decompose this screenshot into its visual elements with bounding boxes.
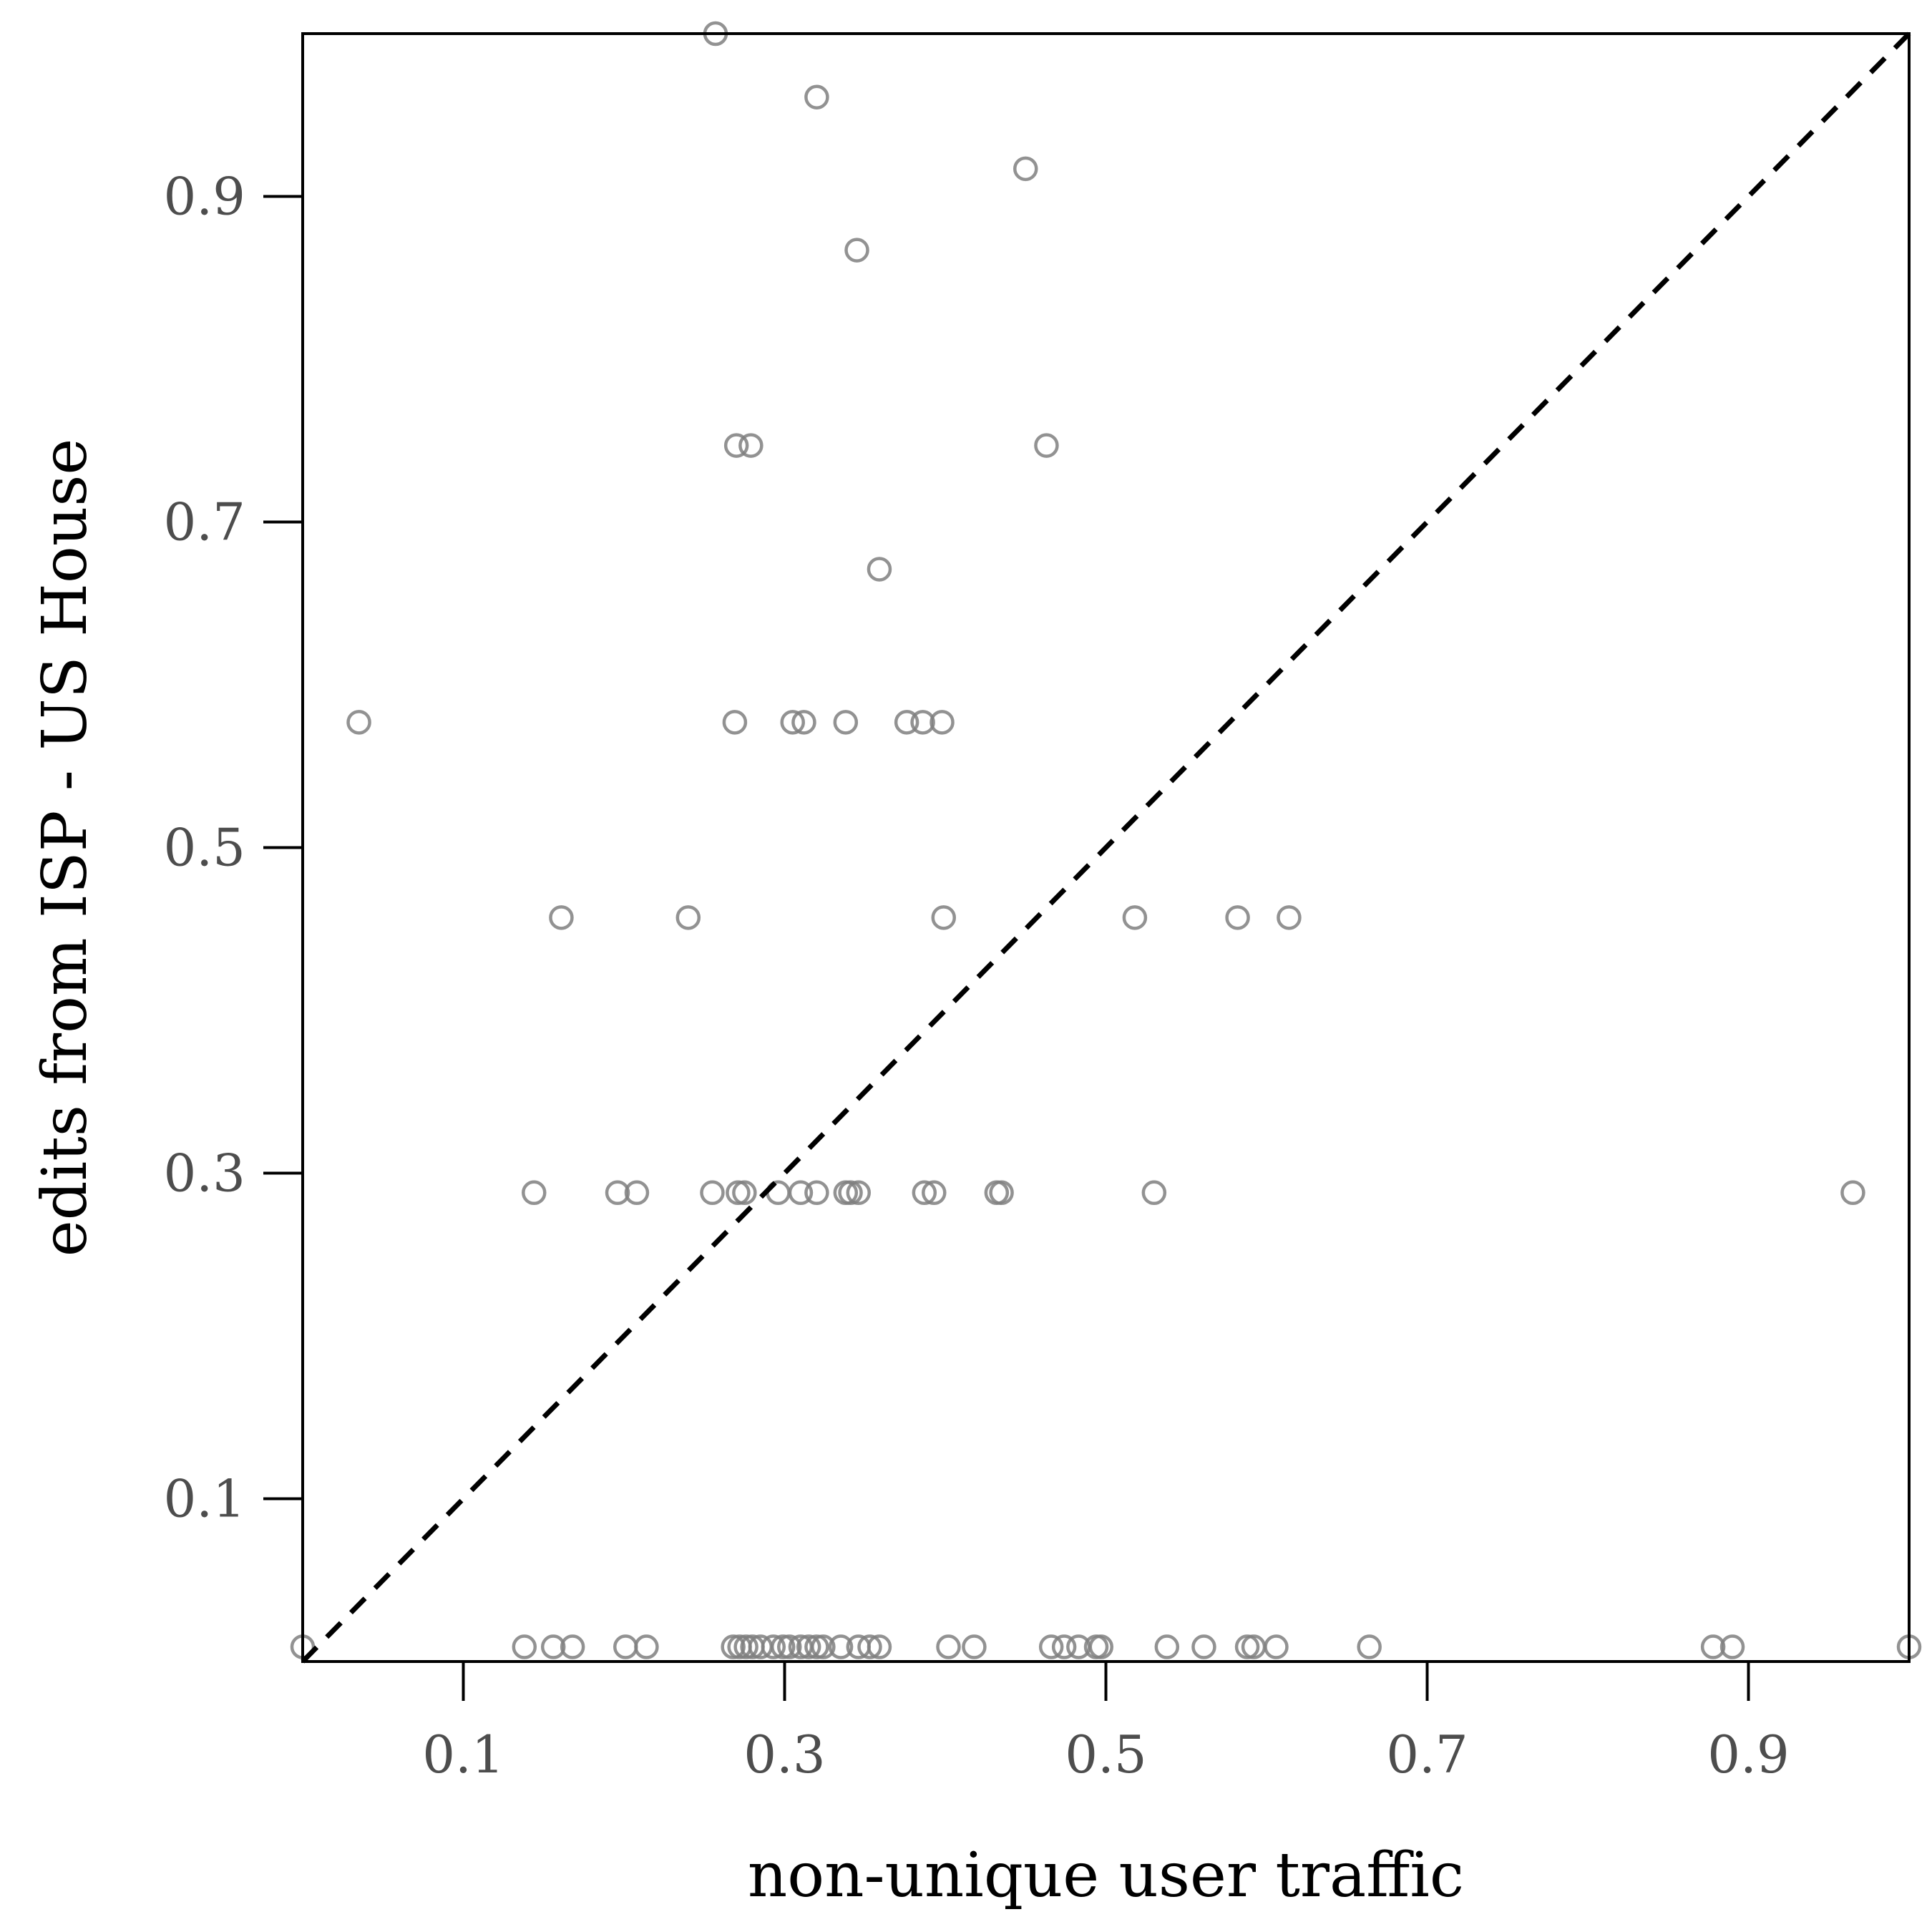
data-point — [867, 1634, 892, 1659]
data-point — [1191, 1634, 1216, 1659]
data-point — [1013, 156, 1038, 182]
data-point — [1122, 905, 1148, 930]
data-point — [894, 710, 919, 735]
x-tick-label: 0.5 — [1065, 1724, 1147, 1785]
data-point — [732, 1180, 757, 1206]
data-point — [931, 905, 957, 930]
data-point — [722, 710, 748, 735]
x-tick-label: 0.7 — [1386, 1724, 1468, 1785]
identity-reference-line — [301, 31, 1911, 1664]
data-point — [1277, 905, 1302, 930]
data-point — [796, 1634, 821, 1659]
data-point — [962, 1634, 987, 1659]
data-point — [811, 1634, 836, 1659]
data-point — [867, 557, 892, 582]
data-point — [1154, 1634, 1180, 1659]
data-point — [857, 1634, 882, 1659]
data-point — [804, 1634, 829, 1659]
x-axis-label: non-unique user traffic — [748, 1840, 1464, 1911]
data-point — [1234, 1634, 1260, 1659]
data-point — [624, 1180, 650, 1206]
data-point — [346, 710, 371, 735]
data-point — [791, 710, 816, 735]
data-point — [804, 84, 829, 109]
data-point — [634, 1634, 659, 1659]
data-point — [788, 1180, 814, 1206]
data-point — [930, 710, 955, 735]
data-point — [613, 1634, 638, 1659]
data-point — [1038, 1634, 1064, 1659]
data-point — [560, 1634, 585, 1659]
data-points — [290, 21, 1922, 1659]
y-tick-label: 0.7 — [163, 492, 245, 552]
data-point — [721, 1634, 746, 1659]
x-tick-label: 0.9 — [1707, 1724, 1790, 1785]
y-tick-label: 0.3 — [163, 1143, 245, 1204]
data-point — [1840, 1180, 1865, 1206]
y-tick-label: 0.5 — [163, 818, 245, 878]
data-point — [540, 1634, 566, 1659]
data-point — [522, 1180, 547, 1206]
data-point — [780, 710, 805, 735]
data-point — [844, 238, 869, 263]
data-point — [912, 1180, 937, 1206]
data-point — [700, 1180, 725, 1206]
y-tick-label: 0.1 — [163, 1469, 245, 1529]
y-tick-label: 0.9 — [163, 167, 245, 227]
data-point — [723, 433, 749, 458]
data-point — [1357, 1634, 1382, 1659]
axis-ticks: 0.1 0.3 0.5 0.7 0.9 0.1 0.3 0.5 0.7 0.9 — [163, 167, 1789, 1785]
data-point — [1051, 1634, 1077, 1659]
data-point — [1225, 905, 1250, 930]
data-point — [846, 1180, 872, 1206]
data-point — [1141, 1180, 1167, 1206]
x-tick-label: 0.3 — [743, 1724, 826, 1785]
data-point — [1264, 1634, 1289, 1659]
data-point — [989, 1180, 1014, 1206]
data-point — [549, 905, 574, 930]
data-point — [675, 905, 701, 930]
data-point — [910, 710, 935, 735]
data-point — [726, 1180, 751, 1206]
data-point — [828, 1634, 854, 1659]
data-point — [771, 1634, 796, 1659]
y-axis-label: edits from ISP - US House — [29, 439, 101, 1257]
data-point — [1719, 1634, 1745, 1659]
data-point — [838, 1180, 863, 1206]
x-tick-label: 0.1 — [422, 1724, 504, 1785]
data-point — [605, 1180, 630, 1206]
data-point — [512, 1634, 537, 1659]
data-point — [1034, 433, 1059, 458]
data-point — [776, 1634, 802, 1659]
data-point — [733, 1634, 758, 1659]
plot-frame — [301, 32, 1911, 1663]
data-point — [936, 1634, 961, 1659]
data-point — [922, 1180, 947, 1206]
data-point — [833, 710, 859, 735]
data-point — [761, 1634, 786, 1659]
data-point — [738, 433, 763, 458]
data-point — [1088, 1634, 1114, 1659]
data-point — [804, 1180, 829, 1206]
data-point — [1700, 1634, 1726, 1659]
